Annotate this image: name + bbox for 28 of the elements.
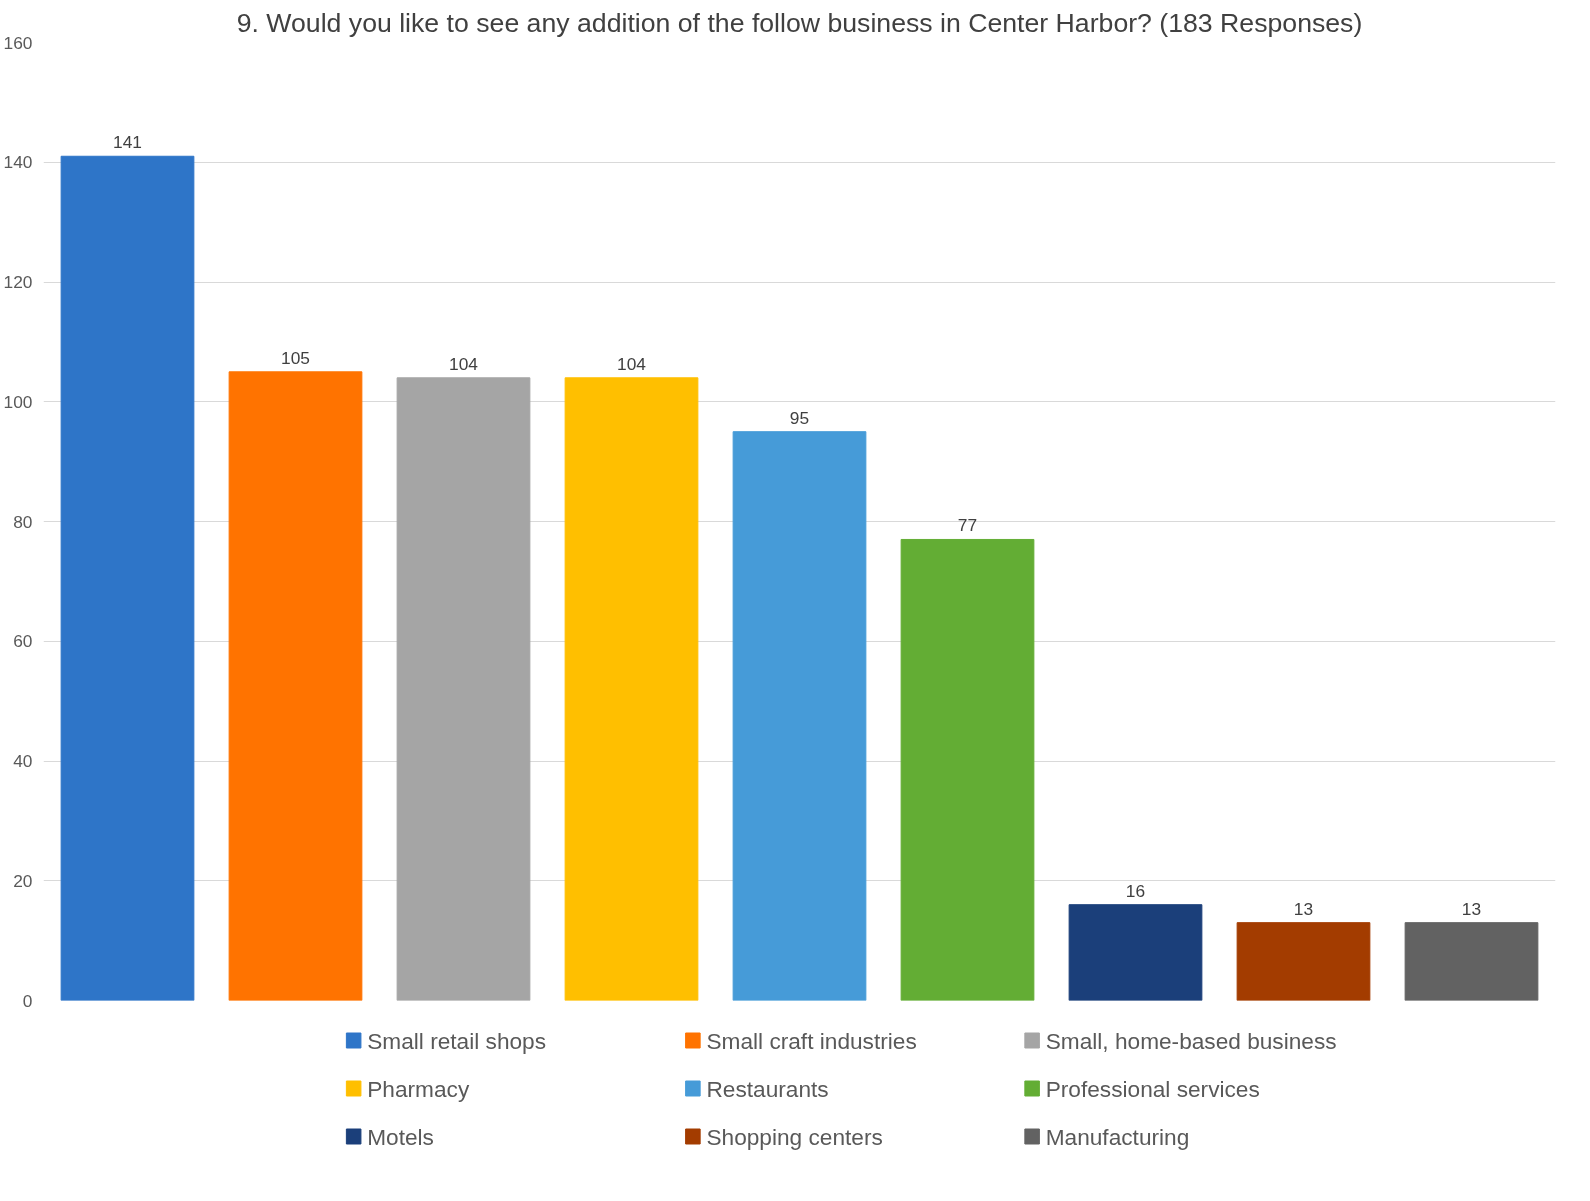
y-tick-label: 140 [3, 152, 33, 173]
legend-label: Manufacturing [1045, 1123, 1190, 1150]
y-tick-label: 100 [3, 391, 33, 412]
data-label: 104 [617, 353, 647, 374]
y-tick-label: 60 [13, 631, 33, 652]
legend-label: Pharmacy [367, 1075, 470, 1102]
legend-label: Restaurants [706, 1075, 829, 1102]
data-label: 13 [1461, 898, 1482, 919]
y-tick-label: 20 [13, 870, 33, 891]
legend-label: Small craft industries [706, 1027, 917, 1054]
data-label: 95 [789, 407, 810, 428]
data-label: 13 [1293, 898, 1314, 919]
legend-label: Professional services [1045, 1075, 1260, 1102]
y-tick-label: 120 [3, 272, 33, 292]
legend-label: Small retail shops [367, 1027, 547, 1054]
y-tick-label: 160 [3, 32, 33, 53]
y-tick-label: 40 [13, 751, 33, 771]
data-label: 77 [957, 515, 978, 536]
y-tick-label: 80 [13, 511, 33, 532]
legend-label: Motels [367, 1123, 434, 1150]
y-tick-label: 0 [22, 990, 33, 1011]
data-label: 16 [1125, 880, 1146, 901]
data-label: 141 [113, 132, 142, 153]
data-label: 105 [281, 347, 310, 368]
legend-label: Small, home-based business [1045, 1027, 1337, 1054]
data-label: 104 [449, 353, 479, 374]
legend-label: Shopping centers [706, 1123, 883, 1150]
chart-title: 9. Would you like to see any addition of the follow business in Center Harbor? (183 Responses) [236, 7, 1363, 38]
